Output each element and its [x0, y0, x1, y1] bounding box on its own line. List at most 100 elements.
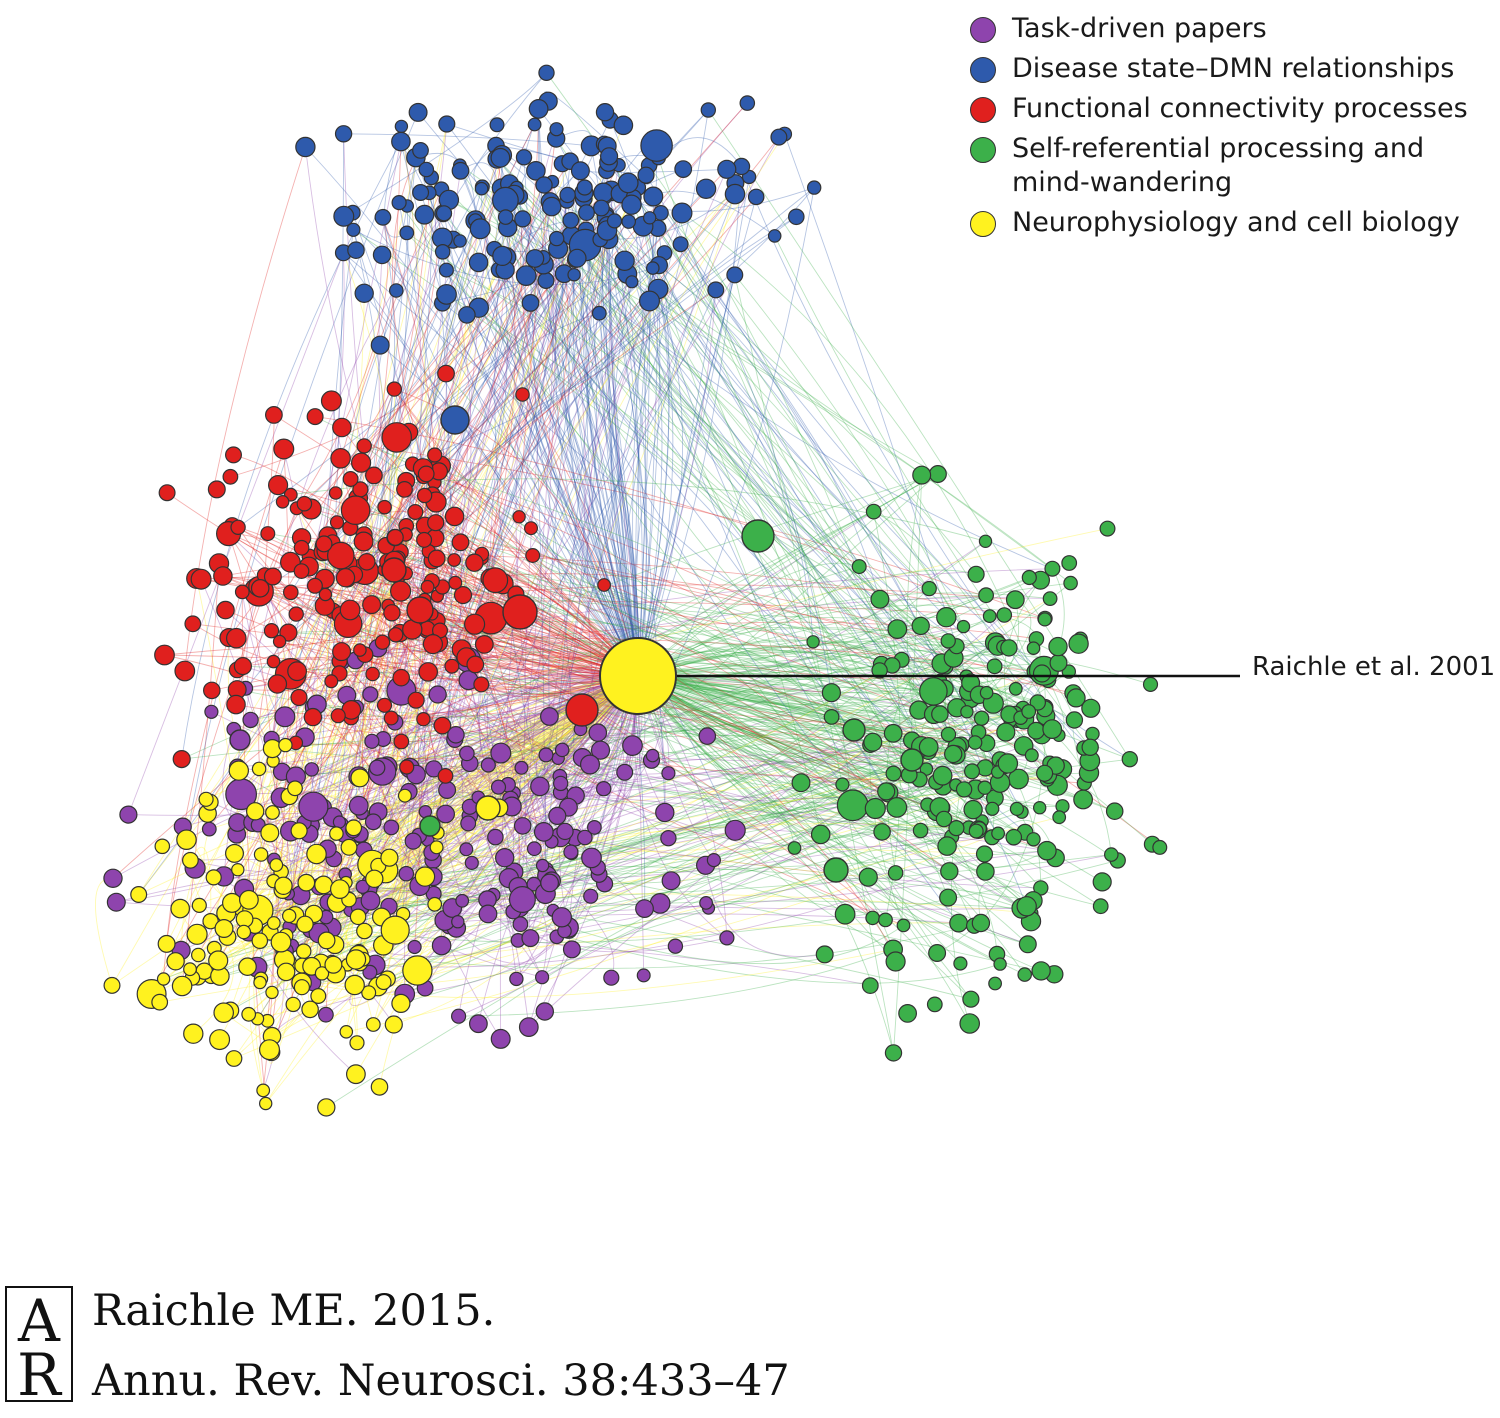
legend-item-neurophysiology: Neurophysiology and cell biology — [970, 206, 1495, 240]
network-node — [263, 623, 280, 639]
network-edge — [545, 280, 639, 677]
network-node — [810, 824, 831, 845]
network-edge — [637, 675, 950, 872]
network-edge — [637, 675, 1118, 861]
network-edge — [478, 307, 639, 677]
network-node — [381, 422, 412, 453]
network-node — [417, 465, 435, 483]
network-edge — [591, 702, 994, 859]
network-node — [538, 747, 554, 763]
network-node — [349, 908, 367, 926]
network-edge — [364, 445, 1046, 619]
network-node — [318, 1006, 334, 1023]
network-node — [334, 125, 353, 143]
network-node — [1042, 719, 1063, 739]
network-node — [216, 600, 235, 620]
network-edge — [343, 72, 547, 217]
network-edge — [272, 528, 1108, 762]
network-node — [1066, 688, 1086, 708]
network-edge — [505, 176, 750, 240]
network-edge — [681, 212, 1046, 708]
network-edge — [461, 675, 639, 902]
network-node — [422, 633, 443, 655]
network-edge — [196, 578, 256, 926]
network-node — [383, 604, 401, 622]
network-node — [926, 996, 943, 1013]
network-node — [931, 705, 949, 723]
network-node — [1021, 704, 1037, 719]
network-node — [1031, 961, 1051, 981]
network-node — [747, 188, 765, 206]
network-node — [643, 211, 657, 225]
network-node — [577, 829, 593, 846]
network-edge — [184, 146, 306, 672]
network-edge — [351, 623, 475, 986]
network-edge — [336, 521, 1049, 681]
network-node — [348, 795, 369, 816]
network-node — [699, 896, 713, 910]
network-node — [614, 250, 635, 271]
network-node — [273, 438, 295, 460]
network-node — [203, 681, 221, 700]
network-node — [106, 892, 126, 912]
network-edge — [243, 755, 653, 933]
network-node — [562, 940, 581, 959]
network-edge — [422, 467, 987, 744]
network-node — [268, 475, 289, 496]
network-edge — [505, 199, 927, 770]
network-edge — [587, 281, 633, 733]
network-node — [380, 848, 399, 867]
network-edge — [637, 675, 1005, 767]
network-node — [787, 841, 802, 855]
network-edge — [327, 535, 639, 677]
network-edge — [358, 922, 982, 969]
network-edge — [633, 193, 736, 677]
network-edge — [610, 281, 639, 677]
network-node — [885, 765, 902, 782]
network-edge — [528, 675, 639, 1028]
network-node — [525, 547, 541, 563]
network-edge — [528, 709, 920, 1028]
network-node-large — [419, 815, 441, 837]
network-node — [898, 1004, 917, 1023]
network-edge — [400, 811, 1022, 1004]
network-node — [956, 619, 971, 634]
network-node — [508, 885, 536, 913]
network-edge — [469, 288, 659, 817]
network-node — [660, 830, 677, 847]
network-node — [375, 974, 392, 991]
network-edge — [323, 189, 442, 544]
network-node — [365, 1017, 381, 1032]
network-edge — [301, 537, 639, 677]
network-edge — [412, 275, 527, 465]
network-edge — [258, 591, 904, 926]
network-node — [871, 662, 888, 679]
network-edge — [393, 893, 546, 1025]
network-edge — [522, 218, 639, 677]
network-node — [414, 866, 436, 887]
network-edge — [406, 232, 971, 684]
network-edge — [549, 201, 822, 835]
network-edge — [373, 187, 815, 476]
network-node — [233, 656, 252, 676]
network-node — [259, 1039, 281, 1061]
network-node — [451, 533, 470, 552]
network-node — [921, 580, 937, 597]
network-edge — [637, 614, 1005, 679]
network-edge — [652, 196, 1023, 813]
network-node — [525, 249, 545, 268]
network-node — [468, 252, 489, 273]
network-node — [238, 889, 259, 910]
network-node — [515, 265, 537, 287]
network-node — [416, 531, 433, 548]
network-node — [222, 468, 239, 485]
network-node — [487, 828, 504, 846]
network-node — [225, 1050, 243, 1067]
network-edge — [348, 235, 572, 900]
network-edge — [637, 641, 1047, 680]
network-node — [474, 635, 494, 654]
legend-item-task-driven: Task-driven papers — [970, 12, 1495, 46]
network-edge — [222, 575, 639, 677]
network-node — [393, 733, 410, 750]
network-node — [214, 918, 234, 938]
